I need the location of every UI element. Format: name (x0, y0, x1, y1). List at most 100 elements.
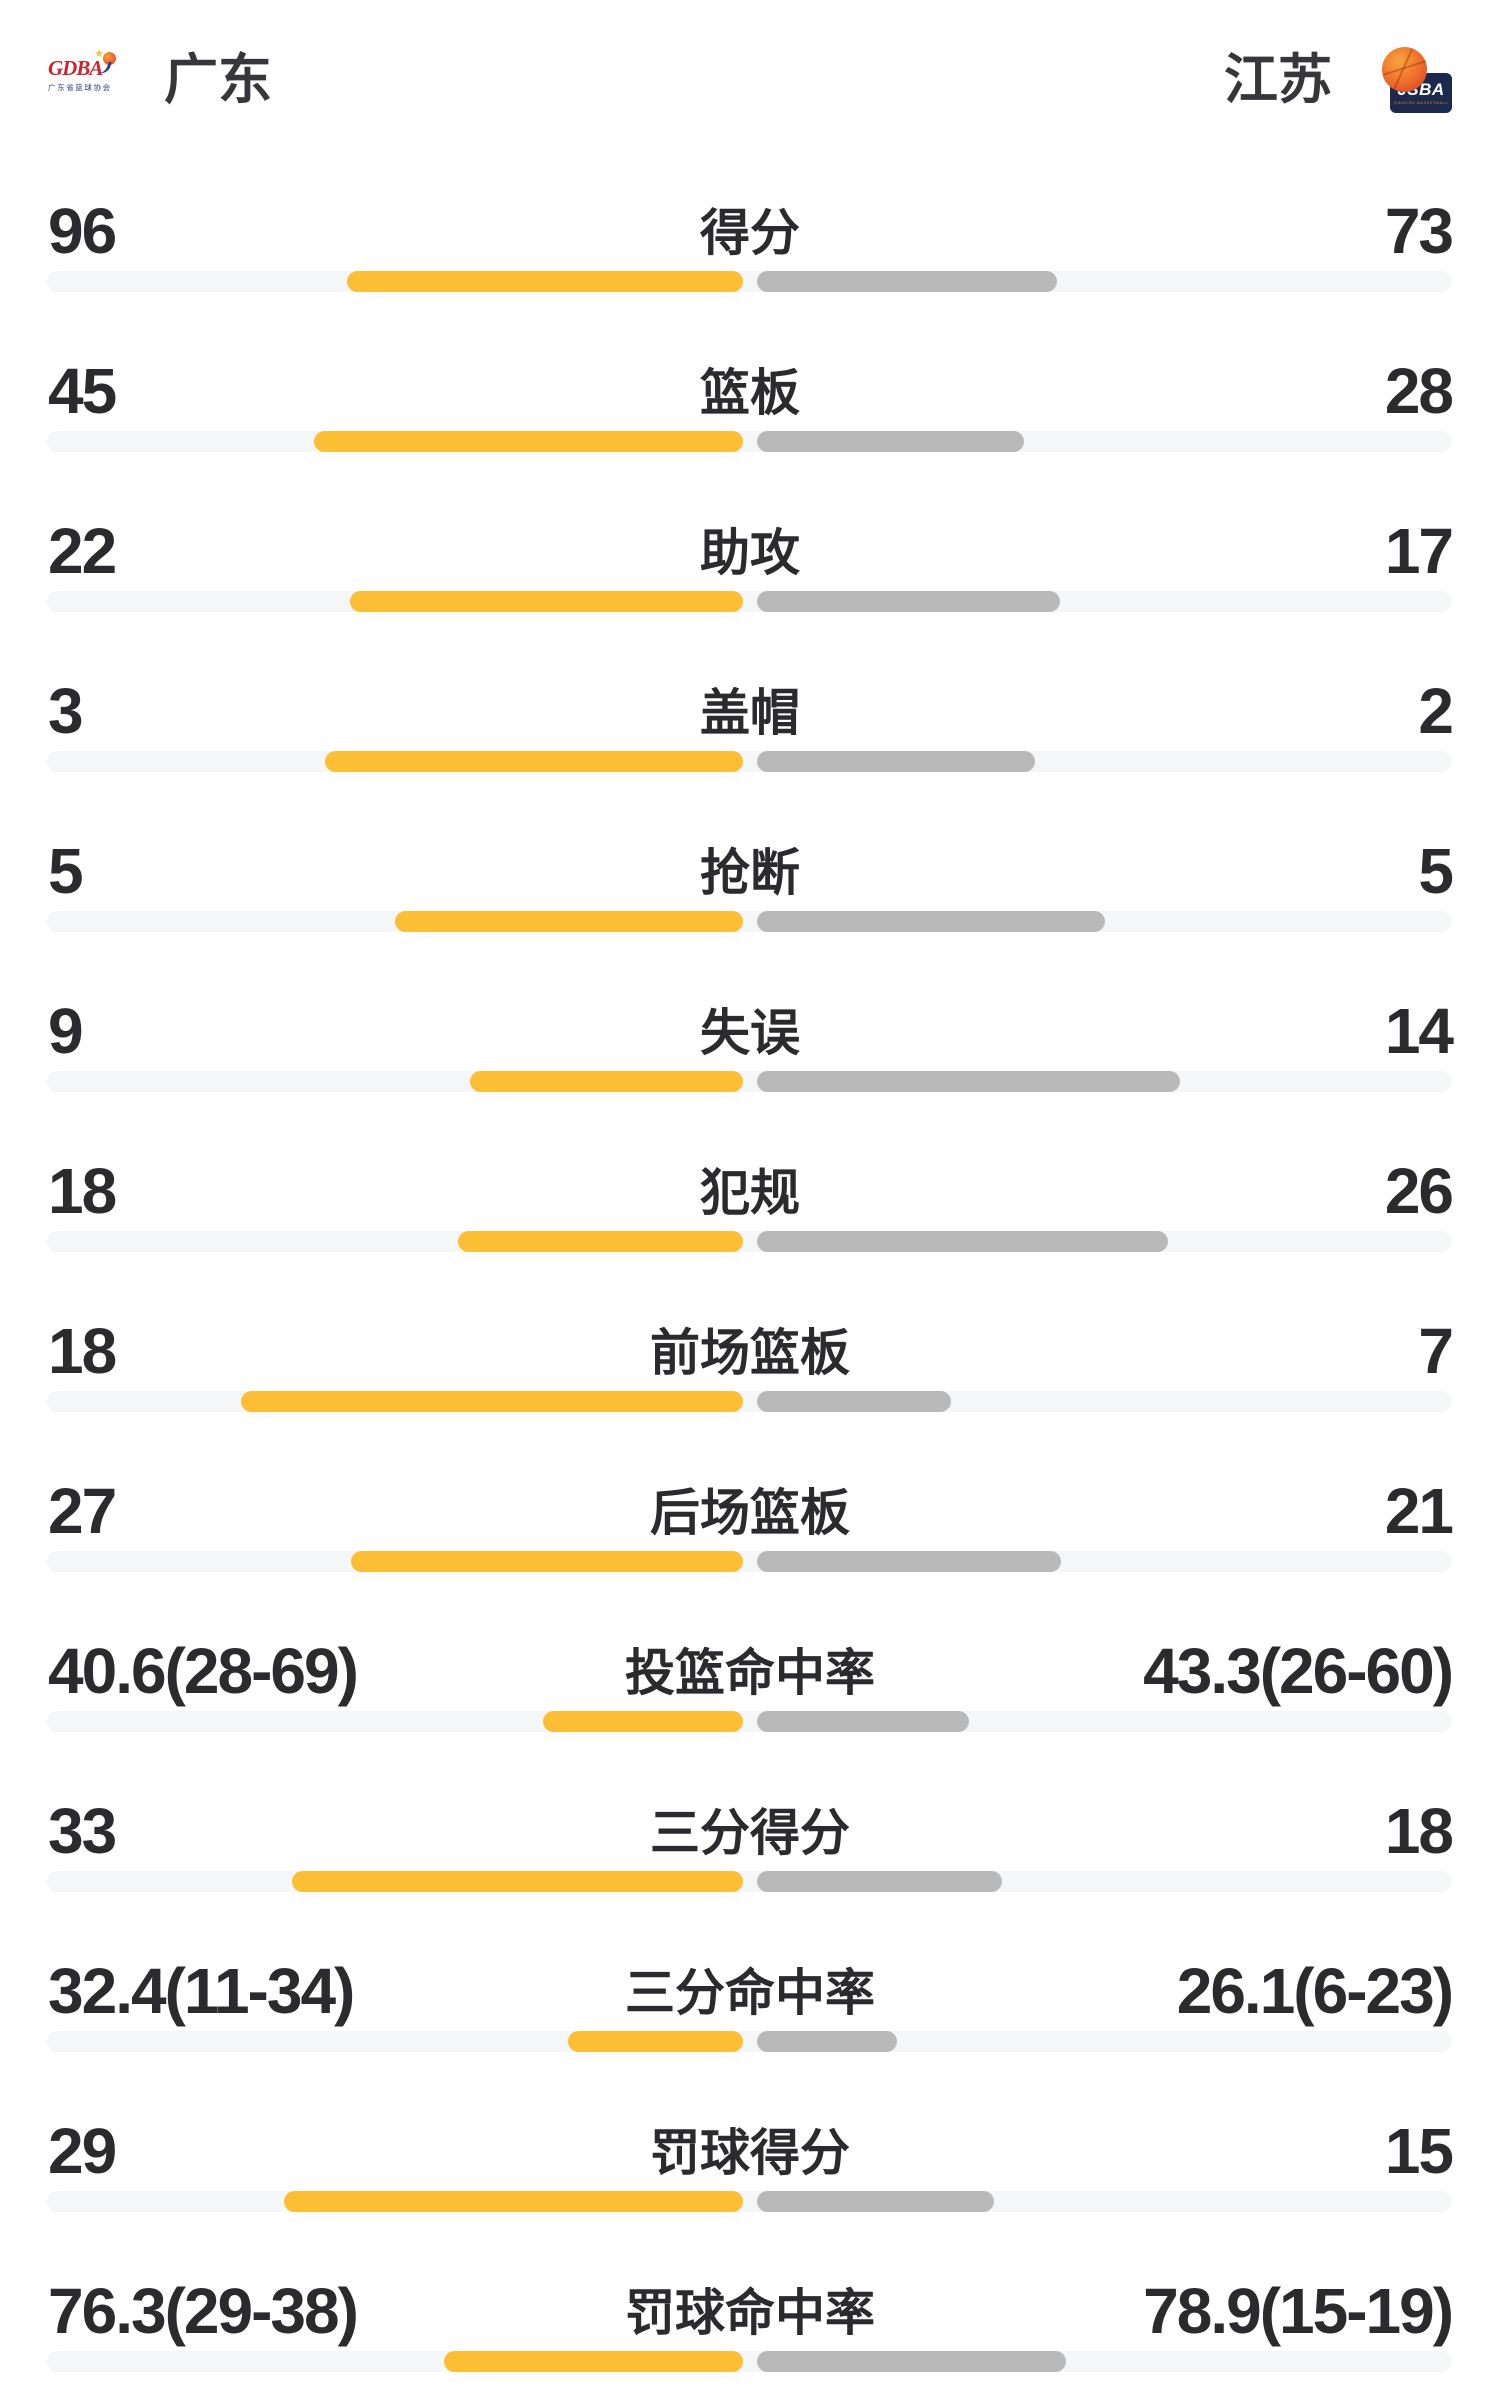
left-team-logo[interactable]: ★ GDBA 广东省篮球协会 (48, 49, 118, 102)
match-header: ★ GDBA 广东省篮球协会 广东 江苏 JSBA JIANGSU BASKET… (0, 0, 1500, 160)
basketball-icon (103, 52, 116, 65)
stats-list: 96 得分 73 45 篮板 28 22 助攻 17 (0, 160, 1500, 2400)
stat-label: 抢断 (700, 845, 800, 901)
left-team-bar (283, 2191, 743, 2212)
stat-label: 三分得分 (650, 1805, 850, 1861)
left-team-value: 40.6(28-69) (48, 1635, 359, 1707)
stat-row: 76.3(29-38) 罚球命中率 78.9(15-19) (0, 2240, 1500, 2400)
stat-track (47, 271, 1452, 292)
left-team-value: 76.3(29-38) (48, 2275, 359, 2347)
right-logo-subtext: JIANGSU BASKETBALL (1393, 100, 1449, 105)
right-team-bar (756, 2191, 994, 2212)
stat-row: 5 抢断 5 (0, 800, 1500, 960)
stat-track (47, 2031, 1452, 2052)
right-team-value: 14 (1384, 995, 1454, 1067)
left-team-value: 18 (48, 1155, 117, 1227)
stat-track (47, 431, 1452, 452)
right-team-name[interactable]: 江苏 (1224, 50, 1332, 110)
stat-row: 22 助攻 17 (0, 480, 1500, 640)
left-team-value: 45 (48, 355, 117, 427)
left-team-bar (470, 1071, 743, 1092)
left-team-value: 32.4(11-34) (48, 1955, 355, 2027)
stat-values-line: 3 盖帽 2 (48, 640, 1454, 747)
left-team-value: 18 (48, 1315, 117, 1387)
left-team-bar (349, 591, 743, 612)
stat-values-line: 18 前场篮板 7 (48, 1280, 1454, 1387)
right-team-bar (756, 2351, 1066, 2372)
right-team-value: 26 (1384, 1155, 1454, 1227)
stat-label: 篮板 (700, 365, 800, 421)
stat-values-line: 18 犯规 26 (48, 1120, 1454, 1227)
stat-row: 18 犯规 26 (0, 1120, 1500, 1280)
stat-values-line: 33 三分得分 18 (48, 1760, 1454, 1867)
right-team-value: 43.3(26-60) (1143, 1635, 1454, 1707)
left-team-value: 96 (48, 195, 117, 267)
left-team-bar (292, 1871, 743, 1892)
right-team-value: 5 (1418, 835, 1454, 907)
stat-label: 三分命中率 (625, 1965, 875, 2021)
stat-row: 3 盖帽 2 (0, 640, 1500, 800)
left-team-bar (457, 1231, 743, 1252)
left-team-bar (347, 271, 743, 292)
stat-track (47, 2351, 1452, 2372)
right-team-value: 7 (1418, 1315, 1454, 1387)
stat-track (47, 1391, 1452, 1412)
right-team-value: 26.1(6-23) (1176, 1955, 1454, 2027)
right-team-bar (756, 751, 1035, 772)
stat-values-line: 40.6(28-69) 投篮命中率 43.3(26-60) (48, 1600, 1454, 1707)
right-team-bar (756, 1551, 1061, 1572)
right-team: 江苏 JSBA JIANGSU BASKETBALL (1224, 47, 1452, 113)
left-team-name[interactable]: 广东 (164, 50, 272, 110)
left-team-bar (324, 751, 743, 772)
right-team-value: 18 (1384, 1795, 1454, 1867)
stat-track (47, 1871, 1452, 1892)
left-team-value: 33 (48, 1795, 117, 1867)
right-team-value: 2 (1418, 675, 1454, 747)
stat-row: 45 篮板 28 (0, 320, 1500, 480)
stat-row: 40.6(28-69) 投篮命中率 43.3(26-60) (0, 1600, 1500, 1760)
stat-track (47, 1551, 1452, 1572)
left-team-bar (543, 1711, 743, 1732)
right-team-bar (756, 1711, 969, 1732)
left-team-value: 3 (48, 675, 84, 747)
right-team-bar (756, 431, 1024, 452)
basketball-icon (1382, 47, 1427, 92)
left-team-value: 22 (48, 515, 117, 587)
left-team-bar (443, 2351, 743, 2372)
stat-label: 后场篮板 (650, 1485, 850, 1541)
right-team-value: 17 (1384, 515, 1454, 587)
right-team-bar (756, 1231, 1168, 1252)
left-team-value: 5 (48, 835, 84, 907)
right-team-bar (756, 591, 1060, 612)
right-team-bar (756, 271, 1058, 292)
stat-values-line: 96 得分 73 (48, 160, 1454, 267)
stat-values-line: 27 后场篮板 21 (48, 1440, 1454, 1543)
right-team-bar (756, 1071, 1181, 1092)
right-team-value: 78.9(15-19) (1143, 2275, 1454, 2347)
right-team-bar (756, 2031, 897, 2052)
right-team-bar (756, 1391, 952, 1412)
stat-row: 18 前场篮板 7 (0, 1280, 1500, 1440)
right-team-bar (756, 1871, 1003, 1892)
stat-values-line: 32.4(11-34) 三分命中率 26.1(6-23) (48, 1920, 1454, 2027)
right-team-logo[interactable]: JSBA JIANGSU BASKETBALL (1382, 47, 1452, 113)
right-team-value: 15 (1384, 2115, 1454, 2187)
left-team: ★ GDBA 广东省篮球协会 广东 (48, 49, 272, 110)
stat-label: 罚球得分 (650, 2125, 850, 2181)
stat-row: 96 得分 73 (0, 160, 1500, 320)
right-team-value: 73 (1384, 195, 1454, 267)
stat-values-line: 45 篮板 28 (48, 320, 1454, 427)
stat-track (47, 2191, 1452, 2212)
star-icon: ★ (94, 48, 104, 60)
left-team-bar (568, 2031, 743, 2052)
stat-row: 29 罚球得分 15 (0, 2080, 1500, 2240)
stat-label: 助攻 (700, 525, 800, 581)
stat-track (47, 911, 1452, 932)
left-logo-subtext: 广东省篮球协会 (48, 83, 112, 92)
stat-row: 9 失误 14 (0, 960, 1500, 1120)
stat-row: 32.4(11-34) 三分命中率 26.1(6-23) (0, 1920, 1500, 2080)
stat-label: 失误 (700, 1005, 800, 1061)
stat-track (47, 751, 1452, 772)
stat-values-line: 5 抢断 5 (48, 800, 1454, 907)
right-team-value: 28 (1384, 355, 1454, 427)
